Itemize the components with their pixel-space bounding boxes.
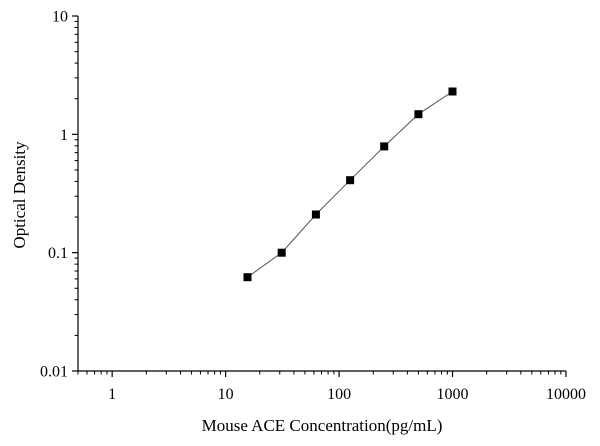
- x-tick-label: 10000: [546, 386, 586, 403]
- x-tick-label: 1000: [437, 386, 469, 403]
- y-tick-label: 0.1: [48, 245, 68, 262]
- y-tick-label: 1: [60, 127, 68, 144]
- data-point: [277, 248, 286, 257]
- x-tick-label: 10: [218, 386, 234, 403]
- series: [243, 87, 457, 282]
- data-point: [448, 87, 457, 96]
- tick-labels: 1 10 100 1000 10000 0.01 0.1 1 10: [40, 9, 586, 404]
- x-tick-label: 100: [327, 386, 351, 403]
- y-tick-label: 0.01: [40, 364, 68, 381]
- data-point: [380, 142, 389, 151]
- x-axis-title: Mouse ACE Concentration(pg/mL): [202, 416, 443, 435]
- data-point: [346, 176, 355, 185]
- data-point: [311, 210, 320, 219]
- axes: [77, 16, 566, 372]
- data-point: [243, 273, 252, 282]
- data-point: [414, 110, 423, 119]
- y-axis-title: Optical Density: [10, 141, 29, 249]
- ticks: [72, 15, 567, 377]
- y-tick-label: 10: [52, 9, 68, 26]
- x-tick-label: 1: [108, 386, 116, 403]
